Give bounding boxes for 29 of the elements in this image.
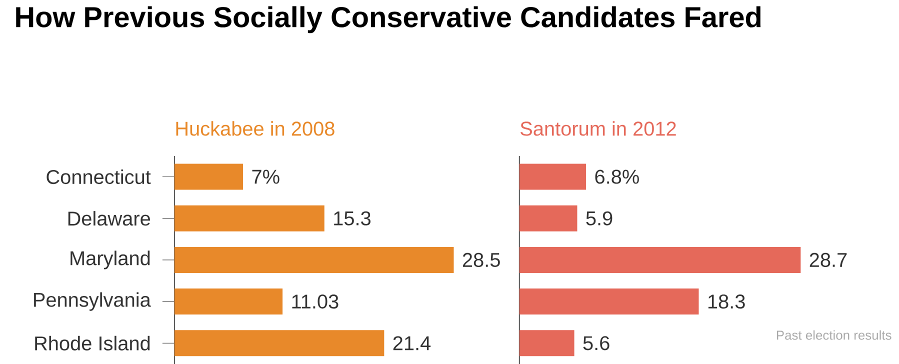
- data-label: 11.03: [292, 294, 338, 308]
- chart-subtitle: Santorum in 2012: [520, 120, 676, 136]
- y-tick-label: Pennsylvania: [34, 292, 151, 311]
- bar: [174, 246, 454, 273]
- bar: [174, 205, 324, 232]
- data-label: 6.8%: [595, 169, 639, 184]
- y-tick-label: Rhode Island: [35, 336, 150, 350]
- data-label: 15.3: [334, 211, 370, 226]
- data-label: 28.7: [810, 252, 847, 267]
- bar: [519, 330, 574, 356]
- bar: [519, 246, 801, 273]
- data-label: 5.9: [586, 211, 612, 226]
- data-label: 7%: [252, 170, 280, 184]
- bar: [174, 288, 283, 314]
- chart-title: How Previous Socially Conservative Candidates Fared: [16, 6, 761, 33]
- y-tick-label: Delaware: [68, 210, 150, 226]
- data-label: 28.5: [462, 252, 500, 267]
- data-label: 18.3: [708, 294, 745, 308]
- bar: [174, 330, 384, 356]
- bar: [519, 205, 578, 232]
- bar: [174, 164, 244, 190]
- y-tick-label: Connecticut: [46, 169, 151, 184]
- y-tick-label: Maryland: [70, 250, 150, 270]
- annotation: Past election results: [776, 330, 892, 340]
- data-label: 5.6: [583, 336, 610, 350]
- chart-subtitle: Huckabee in 2008: [176, 120, 334, 136]
- bar: [519, 164, 586, 190]
- bar: [519, 288, 699, 314]
- data-label: 21.4: [393, 336, 431, 350]
